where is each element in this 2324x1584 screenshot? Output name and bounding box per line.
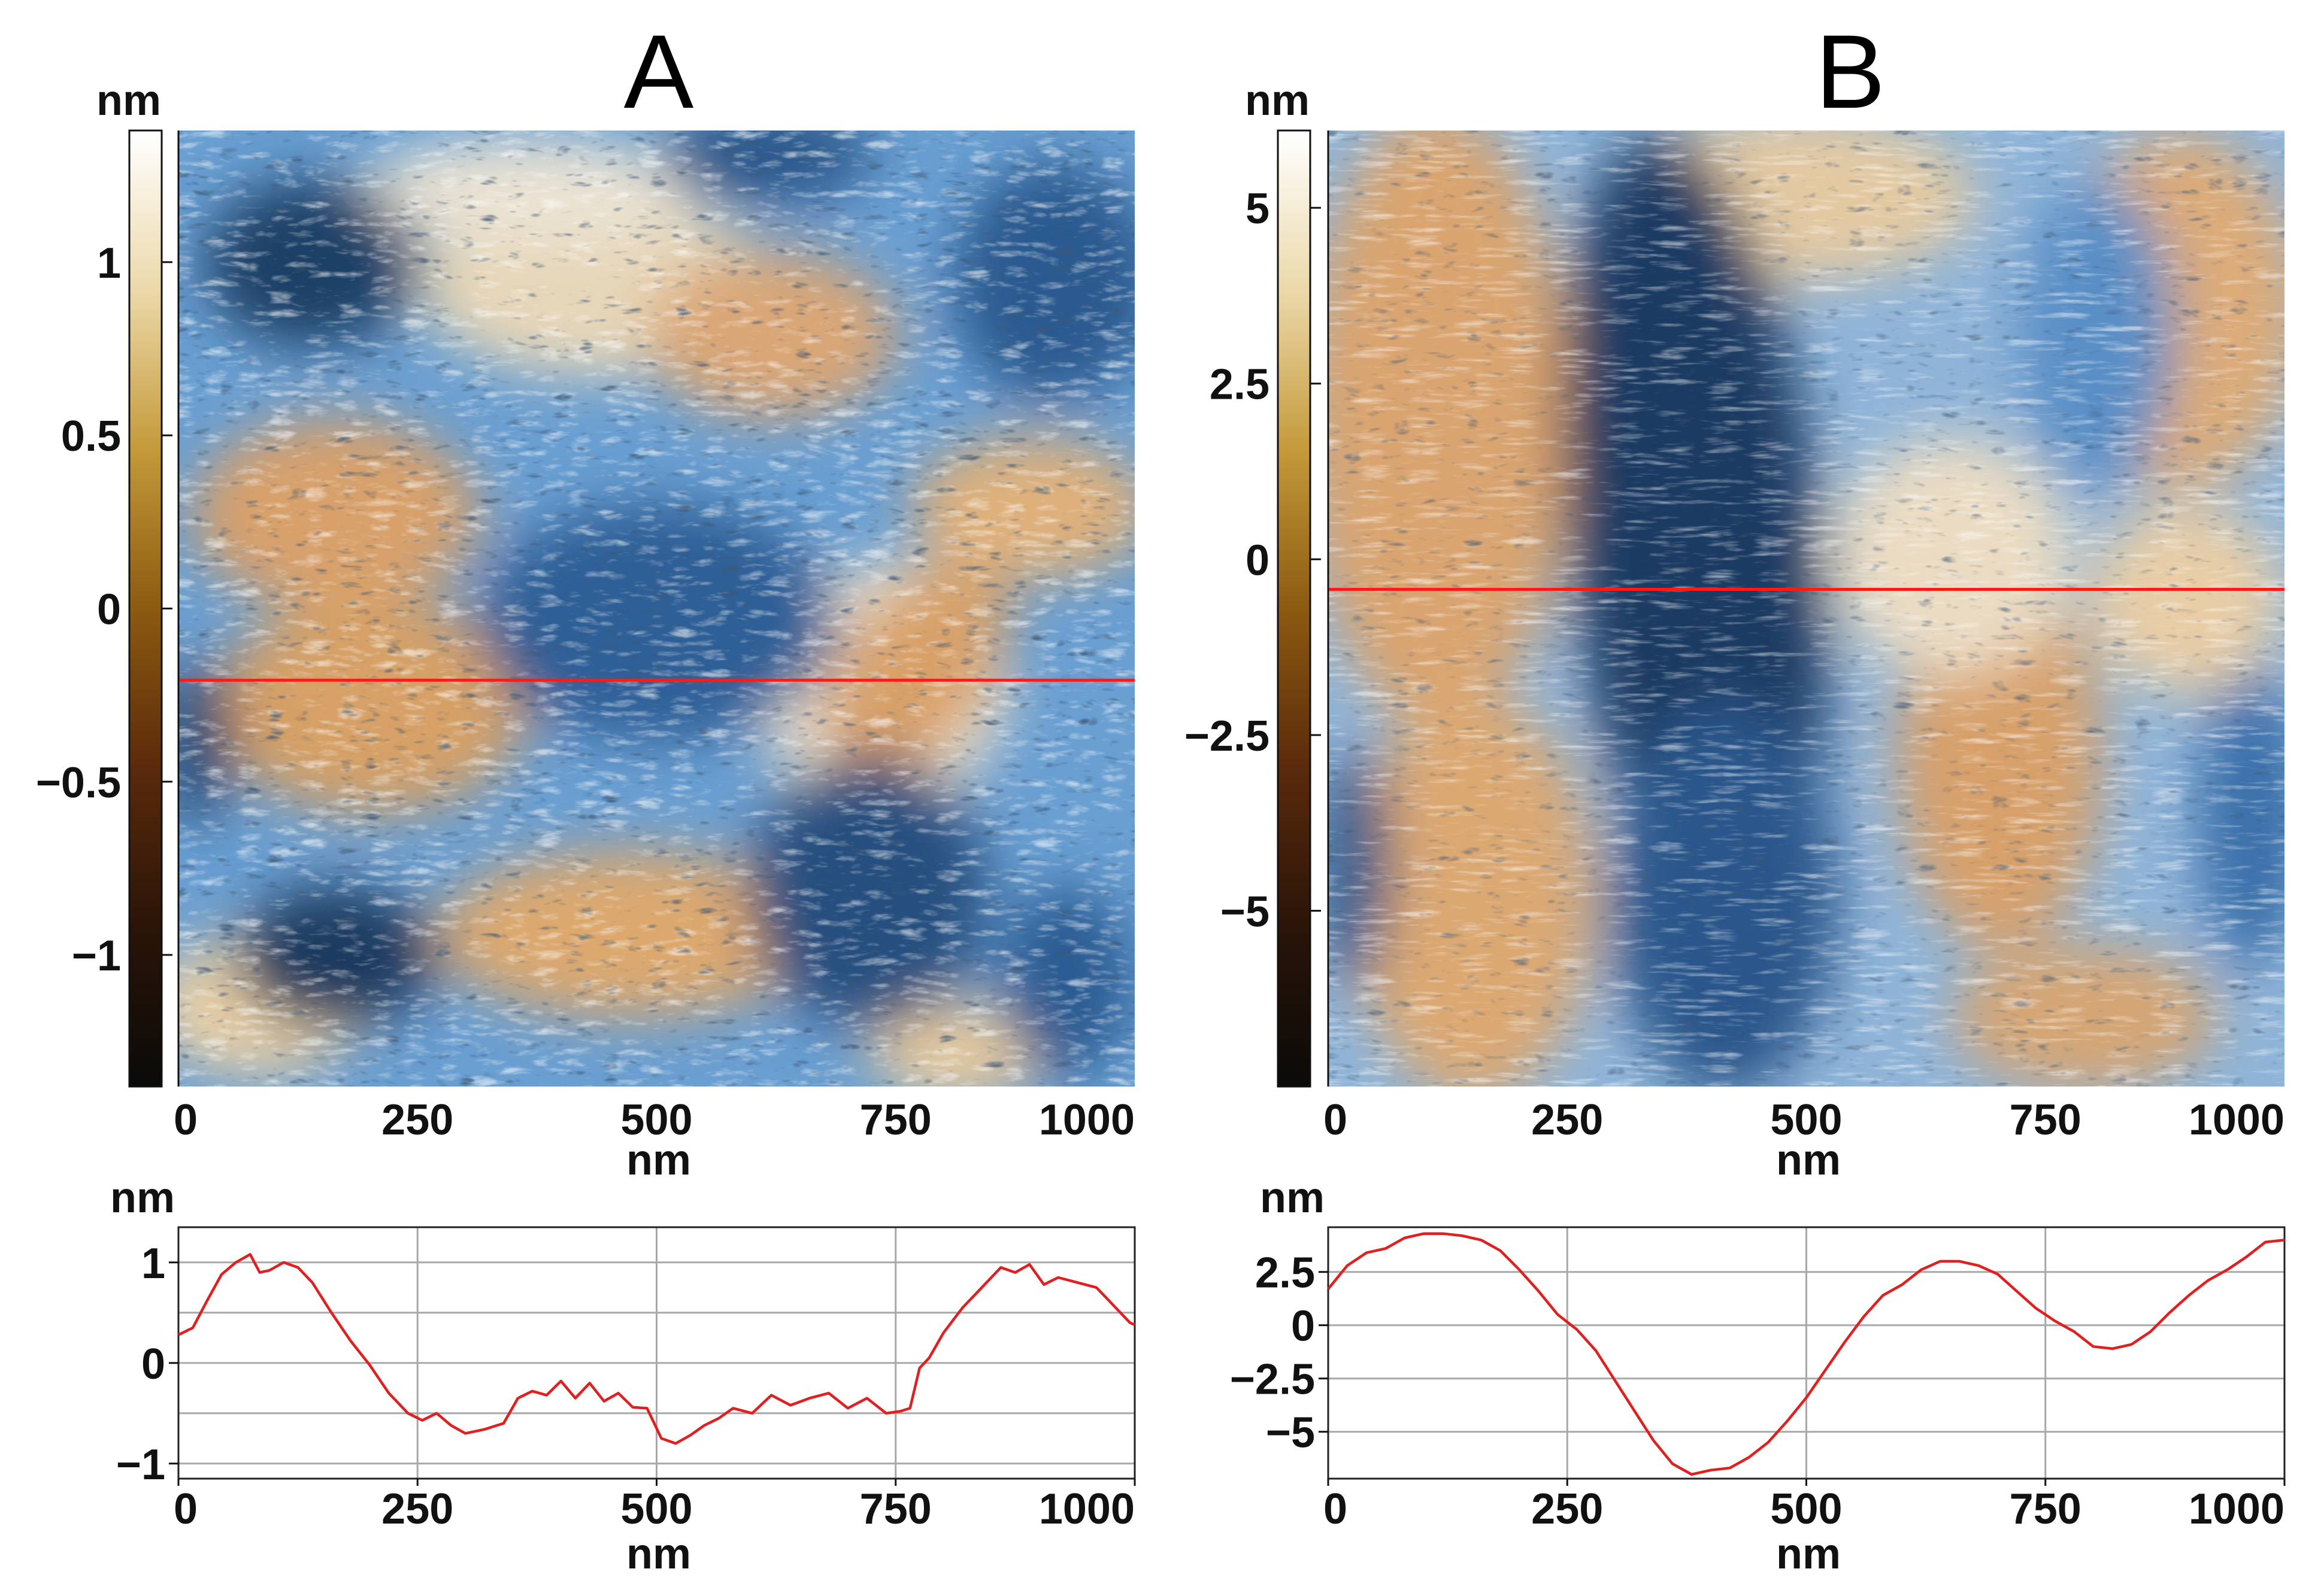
panel-b-colorbar-tick-label: −2.5	[1184, 712, 1269, 760]
panel-a-map-xlabel: nm	[626, 1136, 691, 1184]
panel-b-map-xlabel: nm	[1776, 1136, 1841, 1184]
panel-b-profile-ylabel: nm	[1260, 1174, 1325, 1222]
panel-b-map-x-axis: 0 250 500 750 1000	[1323, 1096, 2284, 1144]
panel-a-profile-ylabel: nm	[110, 1174, 175, 1222]
panel-a-profile: nm 10−1 0 250 500 750 1000 nm	[110, 1174, 1136, 1578]
panel-b-profile-y-tick-label: 2.5	[1255, 1249, 1315, 1297]
panel-a-height-map	[178, 131, 1135, 1087]
panel-a-map-x-tick-label: 500	[620, 1096, 692, 1144]
panel-a-colorbar-tick-label: 0.5	[61, 412, 121, 460]
panel-a-colorbar-unit: nm	[96, 77, 161, 125]
panel-b-profile: nm 2.5 0 −2.5 −5 0 250 500 750 1000 nm	[1230, 1174, 2286, 1578]
panel-b-map-x-tick-label: 1000	[2189, 1096, 2284, 1144]
panel-a-profile-y-tick-label: −1	[116, 1441, 165, 1489]
panel-b-profile-trace	[1327, 1232, 2285, 1476]
panel-b-profile-y-tick-label: −5	[1266, 1409, 1315, 1457]
panel-a-profile-trace	[178, 1253, 1135, 1445]
panel-b-colorbar-tick-label: 2.5	[1210, 361, 1269, 409]
panel-b-profile-y-tick-label: −2.5	[1230, 1356, 1315, 1404]
panel-a-profile-x-tick-label: 0	[174, 1485, 198, 1533]
panel-b-height-map	[1328, 131, 2284, 1087]
panel-a-colorbar: nm 1 0.5 0 −0.5 −1	[36, 77, 180, 1088]
panel-b-profile-x-tick-label: 250	[1531, 1485, 1603, 1533]
panel-b-profile-x-tick-label: 0	[1323, 1485, 1347, 1533]
panel-a-profile-y-tick-label: 1	[141, 1240, 165, 1288]
panel-b-title: B	[1816, 14, 1886, 131]
panel-b-profile-x-tick-label: 500	[1770, 1485, 1842, 1533]
panel-a-map-x-tick-label: 250	[381, 1096, 453, 1144]
panel-b-map-x-tick-label: 750	[2010, 1096, 2081, 1144]
panel-a-colorbar-tick-label: 0	[97, 586, 121, 634]
panel-a-map-x-tick-label: 1000	[1039, 1096, 1135, 1144]
panel-b-profile-x-tick-label: 1000	[2189, 1485, 2284, 1533]
panel-b-profile-x-tick-label: 750	[2010, 1485, 2081, 1533]
panel-a-profile-x-tick-label: 500	[620, 1485, 692, 1533]
panel-b-map-x-tick-label: 500	[1770, 1096, 1842, 1144]
panel-a-profile-y-tick-label: 0	[141, 1340, 165, 1388]
panel-b-colorbar: nm 5 2.5 0 −2.5 −5	[1184, 77, 1329, 1088]
panel-a-profile-xlabel: nm	[626, 1530, 691, 1578]
panel-a-profile-x-tick-label: 750	[860, 1485, 932, 1533]
panel-a-title: A	[624, 14, 694, 131]
panel-b-map-x-tick-label: 250	[1531, 1096, 1603, 1144]
panel-a-colorbar-gradient	[128, 129, 163, 1088]
panel-a-colorbar-tick-label: 1	[97, 239, 121, 287]
panel-b-colorbar-tick-label: 0	[1246, 536, 1269, 584]
panel-a-colorbar-tick-label: −1	[72, 932, 121, 980]
panel-a-map-x-tick-label: 750	[860, 1096, 932, 1144]
panel-b-colorbar-tick-label: −5	[1220, 888, 1269, 936]
panel-b-profile-y-tick-label: 0	[1291, 1303, 1315, 1351]
panel-b: B	[1184, 14, 2286, 1578]
panel-a-colorbar-tick-label: −0.5	[36, 759, 121, 807]
panel-a-map-x-axis: 0 250 500 750 1000	[174, 1096, 1135, 1144]
panel-a: A	[36, 14, 1136, 1578]
panel-b-colorbar-tick-label: 5	[1246, 185, 1269, 233]
panel-b-colorbar-unit: nm	[1245, 77, 1310, 125]
panel-b-colorbar-gradient	[1277, 129, 1311, 1088]
panel-b-profile-xlabel: nm	[1776, 1530, 1841, 1578]
panel-a-profile-x-tick-label: 1000	[1039, 1485, 1135, 1533]
panel-a-map-x-tick-label: 0	[174, 1096, 198, 1144]
panel-a-profile-x-tick-label: 250	[381, 1485, 453, 1533]
panel-b-map-x-tick-label: 0	[1323, 1096, 1347, 1144]
